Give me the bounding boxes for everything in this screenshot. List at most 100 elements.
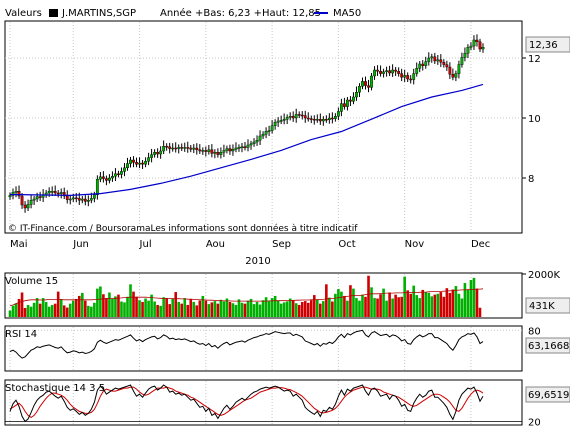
candle-body [273,121,277,126]
volume-bar [198,300,202,317]
candle-body [38,196,42,198]
volume-bar [111,298,114,317]
candle-body [321,118,325,122]
volume-bar [81,292,84,317]
volume-bar [291,300,295,317]
candle-body [397,70,401,74]
volume-bar [153,301,156,317]
volume-bar [355,298,358,317]
x-tick-label: Nov [405,239,425,250]
candle-body [114,173,117,177]
volume-bar [96,288,99,317]
volume-bar [234,304,238,317]
volume-bar [445,288,449,317]
volume-bar [457,293,461,317]
price-series [8,34,485,213]
volume-bar [210,302,214,317]
rsi-title: RSI 14 [5,329,37,340]
volume-bar [213,301,217,317]
candle-body [436,59,440,62]
volume-bar [400,296,403,317]
candle-body [285,117,289,120]
volume-bar [44,301,48,317]
volume-bar [258,304,262,317]
volume-bar [117,294,120,317]
candle-body [231,148,235,152]
volume-bar [41,298,45,317]
volume-bar [282,302,286,317]
volume-bar [370,287,373,317]
candle-body [162,145,166,152]
volume-bar [343,295,346,317]
volume-bar [165,298,168,317]
candle-body [138,162,141,165]
volume-bar [50,304,54,317]
candle-body [165,145,169,148]
volume-bar [427,292,431,317]
candle-body [367,85,370,88]
candle-body [466,47,470,54]
ma50-line [9,83,484,197]
volume-bar [53,303,57,317]
candle-body [150,154,153,158]
volume-bar [231,303,235,317]
rsi-series [9,329,484,359]
volume-bar [279,303,283,317]
volume-bar [135,296,138,317]
volume-bar [11,305,15,317]
volume-bar [460,298,464,317]
volume-bar [325,284,328,317]
volume-bar [364,296,367,317]
y-axes: 8 10 12 2000K 80 20 [522,54,560,428]
candle-body [439,59,443,63]
x-axis: Mai Jun Jul Aou Sep Oct Nov Dec [10,239,490,250]
stochastic-y-tick-label: 20 [528,417,541,428]
volume-bar [144,298,147,317]
volume-bar [29,306,33,317]
volume-bar [379,294,382,317]
volume-bar [352,288,355,317]
candle-body [421,63,425,66]
candle-body [243,146,247,149]
volume-bar [358,300,361,317]
candle-body [355,91,358,98]
candle-body [144,160,147,165]
price-panel-frame [4,20,523,234]
volume-bar [264,297,268,317]
candle-body [228,148,232,152]
candle-body [406,75,410,80]
candle-body [141,162,144,165]
candle-body [153,151,157,155]
volume-bar [132,291,135,317]
candle-body [53,190,57,194]
volume-bar [303,301,307,317]
candle-body [261,133,265,137]
volume-bar [349,285,352,317]
candle-body [83,198,87,202]
candle-body [132,159,135,163]
candle-body [201,150,205,152]
candle-body [80,198,84,201]
candle-body [403,75,407,78]
volume-bar [150,294,153,317]
candle-body [270,125,274,131]
legend-ma-label: MA50 [333,8,361,19]
stochastic-last-badge [525,386,570,403]
price-y-tick-label: 8 [528,174,534,185]
volume-bar [123,302,126,317]
volume-ma-line [9,288,484,307]
volume-bar [87,305,90,317]
volume-bar [334,293,337,317]
candle-body [297,114,301,116]
candle-body [472,39,476,47]
candle-body [288,115,292,118]
candle-body [237,147,241,149]
candle-body [117,173,120,176]
candle-body [303,115,307,119]
candle-body [255,139,259,143]
candle-body [291,115,295,119]
candle-body [240,146,244,149]
volume-bar [466,289,470,317]
candle-body [29,199,33,205]
